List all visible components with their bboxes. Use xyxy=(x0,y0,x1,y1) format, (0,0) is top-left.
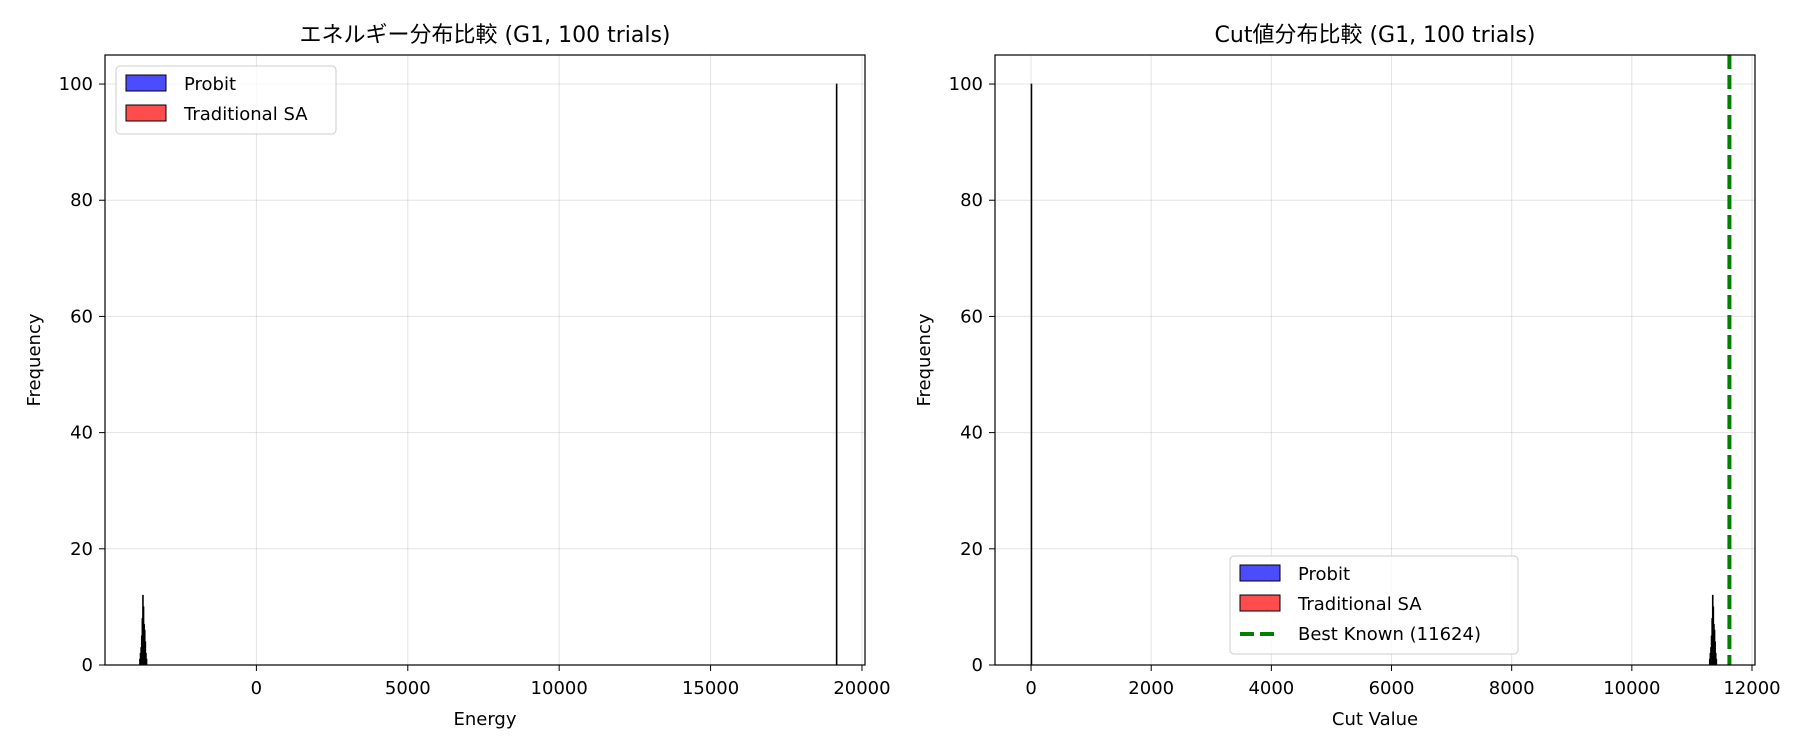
y-tick-label: 100 xyxy=(59,74,93,95)
y-axis-ticks: 0 20 40 60 80 100 xyxy=(59,74,105,676)
histogram-bar xyxy=(1030,83,1033,666)
y-tick-label: 40 xyxy=(960,423,983,444)
chart-title: エネルギー分布比較 (G1, 100 trials) xyxy=(299,23,670,48)
histogram-bar xyxy=(1715,658,1718,666)
plot-frame xyxy=(994,54,1756,666)
legend: Probit Traditional SA xyxy=(115,65,337,135)
legend-swatch-probit xyxy=(1239,564,1281,582)
y-axis-ticks: 0 20 40 60 80 100 xyxy=(949,74,995,676)
legend: Probit Traditional SA Best Known (11624) xyxy=(1229,555,1519,655)
legend-swatch-probit xyxy=(125,74,167,92)
x-axis-ticks: 0 2000 4000 6000 8000 10000 12000 xyxy=(1025,665,1781,699)
cut-value-histogram-chart: Cut値分布比較 (G1, 100 trials) 0 2000 4000 6000 8… xyxy=(914,23,1781,730)
y-tick-label: 20 xyxy=(70,539,93,560)
legend-box xyxy=(1229,555,1519,655)
x-tick-label: 20000 xyxy=(833,678,890,699)
legend-swatch-traditional-sa xyxy=(1239,594,1281,612)
legend-label-probit: Probit xyxy=(184,74,236,95)
x-tick-label: 10000 xyxy=(531,678,588,699)
x-tick-label: 5000 xyxy=(385,678,431,699)
histogram-bar xyxy=(835,83,838,666)
y-tick-label: 60 xyxy=(70,306,93,327)
legend-label-traditional-sa: Traditional SA xyxy=(1297,594,1422,615)
y-axis-label: Frequency xyxy=(914,313,935,406)
x-tick-label: 15000 xyxy=(682,678,739,699)
legend-box xyxy=(115,65,337,135)
y-tick-label: 20 xyxy=(960,539,983,560)
x-tick-label: 8000 xyxy=(1489,678,1535,699)
y-tick-label: 80 xyxy=(960,190,983,211)
x-axis-label: Cut Value xyxy=(1332,709,1418,730)
legend-label-traditional-sa: Traditional SA xyxy=(183,104,308,125)
x-tick-label: 10000 xyxy=(1603,678,1660,699)
x-axis-label: Energy xyxy=(453,709,516,730)
legend-swatch-traditional-sa xyxy=(125,104,167,122)
y-tick-label: 80 xyxy=(70,190,93,211)
x-axis-ticks: 0 5000 10000 15000 20000 xyxy=(251,665,891,699)
legend-label-best-known: Best Known (11624) xyxy=(1298,624,1481,645)
y-tick-label: 0 xyxy=(972,655,983,676)
x-tick-label: 4000 xyxy=(1248,678,1294,699)
x-tick-label: 2000 xyxy=(1128,678,1174,699)
x-tick-label: 0 xyxy=(251,678,262,699)
x-tick-label: 6000 xyxy=(1369,678,1415,699)
legend-label-probit: Probit xyxy=(1298,564,1350,585)
chart-title: Cut値分布比較 (G1, 100 trials) xyxy=(1215,23,1536,48)
histogram-bar xyxy=(145,658,148,666)
y-axis-label: Frequency xyxy=(24,313,45,406)
energy-histogram-chart: エネルギー分布比較 (G1, 100 trials) 0 5000 10000 150… xyxy=(24,23,891,730)
y-tick-label: 0 xyxy=(82,655,93,676)
plot-frame xyxy=(104,54,866,666)
y-tick-label: 100 xyxy=(949,74,983,95)
x-tick-label: 0 xyxy=(1025,678,1036,699)
y-tick-label: 40 xyxy=(70,423,93,444)
x-tick-label: 12000 xyxy=(1723,678,1780,699)
y-tick-label: 60 xyxy=(960,306,983,327)
gridlines xyxy=(995,55,1755,666)
